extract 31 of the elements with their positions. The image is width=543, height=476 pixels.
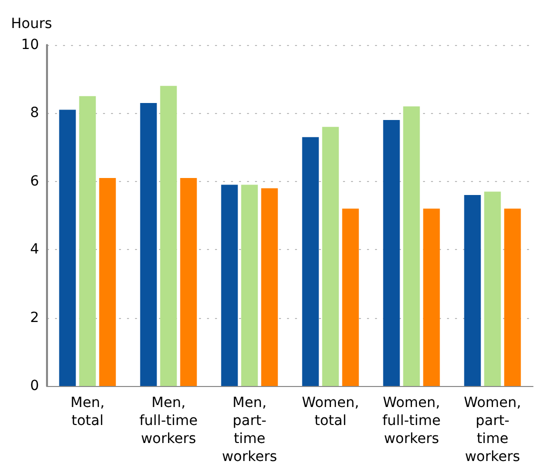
x-tick-label: Men, part- time workers — [222, 395, 278, 465]
bar — [221, 184, 238, 386]
bar — [261, 188, 278, 386]
y-tick-label: 0 — [30, 378, 39, 394]
bar — [464, 195, 481, 386]
bar — [342, 208, 359, 386]
y-axis-title: Hours — [11, 16, 52, 32]
bar — [160, 86, 177, 386]
bar — [59, 110, 76, 386]
x-tick-label: Women, total — [302, 395, 360, 429]
bar — [241, 184, 258, 386]
y-tick-label: 10 — [21, 37, 39, 53]
y-tick-label: 6 — [30, 173, 40, 190]
bar — [322, 126, 339, 386]
bar — [484, 192, 501, 386]
bar — [423, 208, 440, 386]
bar — [140, 102, 157, 386]
bar — [180, 178, 197, 386]
x-tick-label: Women, full-time workers — [382, 395, 441, 447]
bar — [302, 137, 319, 386]
bar — [504, 208, 521, 386]
bar — [99, 178, 116, 386]
x-tick-label: Women, part- time workers — [464, 395, 522, 465]
bar — [383, 120, 400, 386]
y-tick-label: 8 — [30, 105, 39, 122]
y-tick-label: 2 — [30, 310, 39, 326]
x-tick-label: Men, total — [70, 395, 105, 429]
bar — [79, 96, 96, 386]
x-tick-label: Men, full-time workers — [139, 395, 198, 447]
bar — [403, 106, 420, 386]
y-tick-label: 4 — [30, 242, 40, 258]
